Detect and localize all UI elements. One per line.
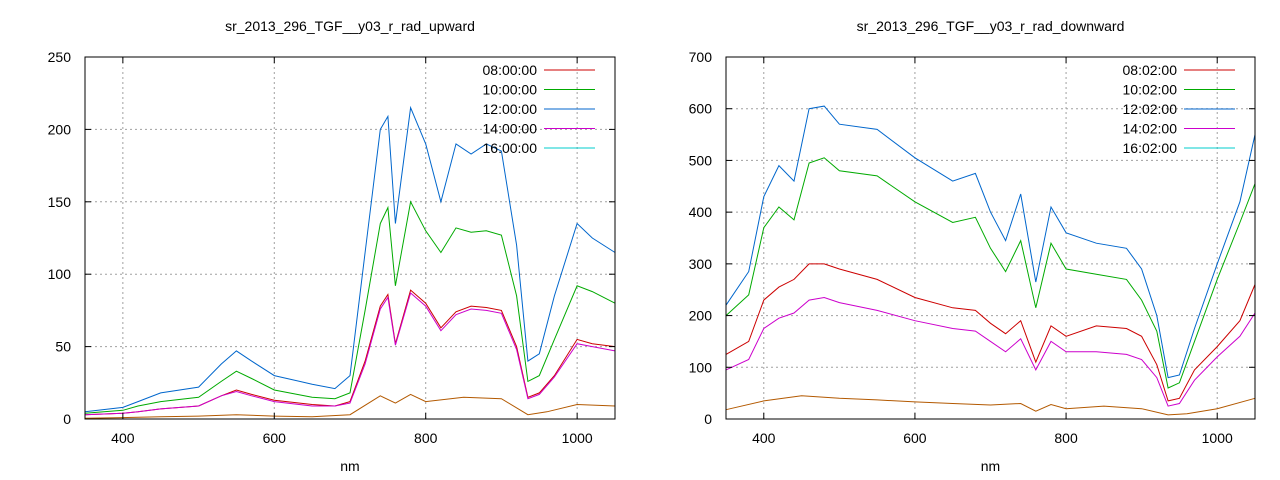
x-tick-label: 800: [1054, 430, 1078, 446]
series-line-08:02:00: [725, 263, 1256, 402]
legend-label: 16:02:00: [1123, 140, 1178, 156]
plot-frame: [84, 56, 616, 420]
x-tick-label: 400: [111, 430, 135, 446]
series-line-10:02:00: [725, 157, 1256, 389]
chart-downward: 400 600 800 1000 0 100 200 300 400 500 600 700 sr_20…: [689, 18, 1256, 474]
x-tick-label: 400: [752, 430, 776, 446]
series-line-10:00:00: [84, 200, 616, 414]
y-tick-label: 200: [48, 121, 72, 137]
x-tick-label: 1000: [562, 430, 593, 446]
y-tick-label: 100: [689, 359, 713, 375]
series-line-12:02:00: [725, 105, 1256, 379]
y-tick-label: 700: [689, 49, 713, 65]
legend-label: 12:00:00: [483, 101, 538, 117]
series-line-12:00:00: [84, 105, 616, 413]
x-tick-label: 600: [903, 430, 927, 446]
y-tick-label: 100: [48, 266, 72, 282]
series-line-baseline: [725, 395, 1256, 416]
legend-label: 16:00:00: [483, 140, 538, 156]
legend-label: 10:00:00: [483, 82, 538, 98]
y-tick-label: 400: [689, 204, 713, 220]
plot-frame: [725, 56, 1256, 420]
y-tick-label: 0: [704, 411, 712, 427]
series-line-14:02:00: [725, 296, 1256, 407]
legend-label: 14:02:00: [1123, 121, 1178, 137]
y-tick-label: 300: [689, 256, 713, 272]
chart-title: sr_2013_296_TGF__y03_r_rad_downward: [857, 18, 1125, 34]
chart-title: sr_2013_296_TGF__y03_r_rad_upward: [225, 18, 475, 34]
x-axis-label: nm: [981, 458, 1000, 474]
y-tick-label: 150: [48, 194, 72, 210]
x-tick-label: 1000: [1202, 430, 1233, 446]
x-tick-label: 800: [414, 430, 438, 446]
y-tick-label: 200: [689, 308, 713, 324]
series-line-baseline: [84, 393, 616, 419]
y-tick-label: 50: [55, 339, 71, 355]
y-tick-label: 0: [63, 411, 71, 427]
x-axis-label: nm: [340, 458, 359, 474]
legend-label: 14:00:00: [483, 121, 538, 137]
y-tick-label: 250: [48, 49, 72, 65]
x-tick-label: 600: [263, 430, 287, 446]
legend-label: 08:00:00: [483, 62, 538, 78]
y-tick-label: 600: [689, 101, 713, 117]
y-tick-label: 500: [689, 152, 713, 168]
legend-label: 08:02:00: [1123, 62, 1178, 78]
legend-label: 10:02:00: [1123, 82, 1178, 98]
legend-label: 12:02:00: [1123, 101, 1178, 117]
series-line-14:00:00: [84, 292, 616, 416]
chart-upward: 400 600 800 1000 0 50 100 150 200 250 sr_2013_296_…: [48, 18, 616, 474]
